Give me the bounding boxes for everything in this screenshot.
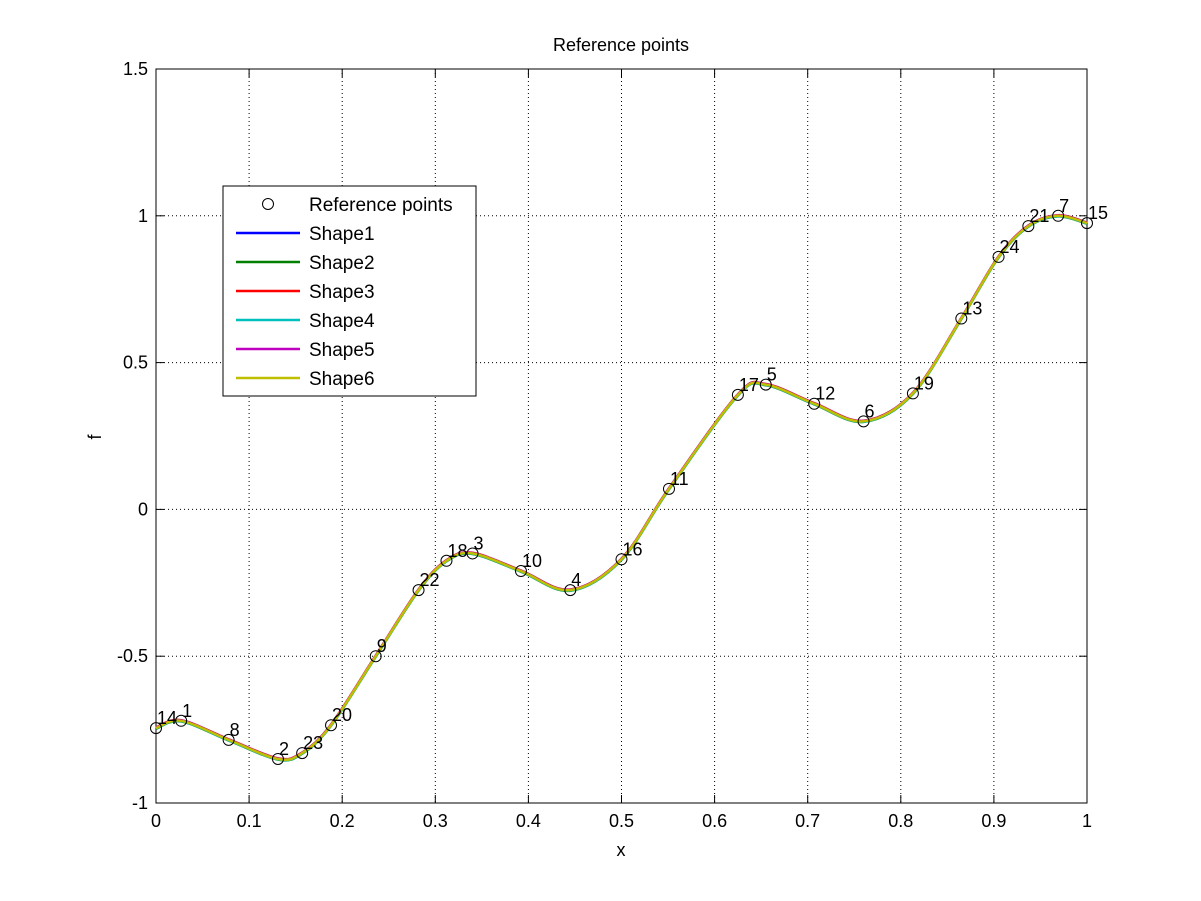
x-tick-label: 0.8 xyxy=(888,811,913,831)
reference-point-marker xyxy=(759,378,772,391)
reference-point-marker xyxy=(175,714,188,727)
x-tick-label: 0.7 xyxy=(795,811,820,831)
reference-point-label: 21 xyxy=(1029,206,1049,226)
legend-label: Shape4 xyxy=(309,311,375,332)
y-axis-label: f xyxy=(85,434,105,440)
legend-label: Reference points xyxy=(309,195,453,216)
y-tick-label: -1 xyxy=(132,793,148,813)
x-tick-label: 0.2 xyxy=(330,811,355,831)
reference-point-marker xyxy=(1022,220,1035,233)
chart-title: Reference points xyxy=(553,35,689,55)
x-tick-label: 0.9 xyxy=(981,811,1006,831)
reference-point-marker xyxy=(906,387,919,400)
reference-point-marker xyxy=(466,547,479,560)
reference-point-marker xyxy=(731,388,744,401)
reference-point-label: 12 xyxy=(815,384,835,404)
reference-point-label: 10 xyxy=(522,551,542,571)
x-tick-label: 1 xyxy=(1082,811,1092,831)
reference-point-markers xyxy=(150,209,1093,765)
y-tick-label: 0.5 xyxy=(123,353,148,373)
reference-point-label: 5 xyxy=(767,365,777,385)
grid-lines xyxy=(156,69,1087,803)
reference-point-marker xyxy=(955,312,968,325)
x-tick-label: 0.4 xyxy=(516,811,541,831)
reference-point-marker xyxy=(514,565,527,578)
y-tick-label: 1 xyxy=(138,206,148,226)
reference-point-marker xyxy=(662,482,675,495)
reference-point-label: 1 xyxy=(182,701,192,721)
legend-label: Shape1 xyxy=(309,224,375,245)
legend-label: Shape3 xyxy=(309,282,375,303)
reference-point-marker xyxy=(150,722,162,735)
reference-point-label: 20 xyxy=(332,705,352,725)
x-tick-label: 0.1 xyxy=(237,811,262,831)
reference-point-marker xyxy=(808,397,821,410)
reference-point-label: 17 xyxy=(739,375,759,395)
reference-point-marker xyxy=(296,747,309,760)
reference-point-marker xyxy=(440,554,453,567)
reference-point-label: 19 xyxy=(914,373,934,393)
series-line-shape6 xyxy=(155,214,1088,762)
reference-point-marker xyxy=(1052,209,1065,222)
reference-point-label: 3 xyxy=(474,533,484,553)
reference-point-label: 22 xyxy=(420,570,440,590)
reference-point-marker xyxy=(992,250,1005,263)
legend-marker-reference-points xyxy=(262,198,274,210)
x-tick-label: 0.5 xyxy=(609,811,634,831)
reference-point-label: 15 xyxy=(1088,203,1108,223)
axis-ticks: 0 0.1 0.2 0.3 0.4 0.5 0.6 0.7 0.8 0.9 1 -1 -0.5 0 0.5 1… xyxy=(117,59,1092,831)
reference-point-label: 11 xyxy=(670,469,689,489)
plot-area-frame xyxy=(155,68,1088,804)
reference-point-label: 2 xyxy=(279,739,289,759)
legend-label: Shape5 xyxy=(309,340,375,361)
reference-point-label: 4 xyxy=(571,570,581,590)
x-tick-label: 0.3 xyxy=(423,811,448,831)
series-curves xyxy=(155,213,1088,762)
x-tick-label: 0 xyxy=(151,811,161,831)
reference-point-label: 16 xyxy=(623,539,643,559)
y-tick-label: 1.5 xyxy=(123,59,148,79)
reference-point-label: 6 xyxy=(865,401,875,421)
legend: Reference points Shape1 Shape2 Shape3 Shape4… xyxy=(222,185,477,397)
reference-point-label: 8 xyxy=(230,720,240,740)
reference-point-marker xyxy=(271,752,284,765)
reference-point-label: 9 xyxy=(377,636,387,656)
reference-point-label: 24 xyxy=(1000,237,1020,257)
reference-point-label: 7 xyxy=(1059,196,1069,216)
reference-point-marker xyxy=(615,553,628,566)
reference-point-label: 18 xyxy=(447,541,467,561)
reference-point-label: 13 xyxy=(962,299,982,319)
reference-point-marker xyxy=(857,415,870,428)
reference-point-label: 14 xyxy=(157,708,177,728)
x-axis-label: x xyxy=(617,840,626,860)
y-tick-label: 0 xyxy=(138,499,148,519)
reference-point-marker xyxy=(369,650,382,663)
legend-label: Shape2 xyxy=(309,253,375,274)
x-tick-label: 0.6 xyxy=(702,811,727,831)
reference-point-label: 23 xyxy=(303,733,323,753)
reference-point-marker xyxy=(325,719,338,732)
reference-point-marker xyxy=(412,584,425,597)
legend-label: Shape6 xyxy=(309,369,375,390)
y-tick-label: -0.5 xyxy=(117,646,148,666)
reference-point-marker xyxy=(1081,217,1093,230)
reference-point-marker xyxy=(564,584,577,597)
reference-point-marker xyxy=(222,733,235,746)
